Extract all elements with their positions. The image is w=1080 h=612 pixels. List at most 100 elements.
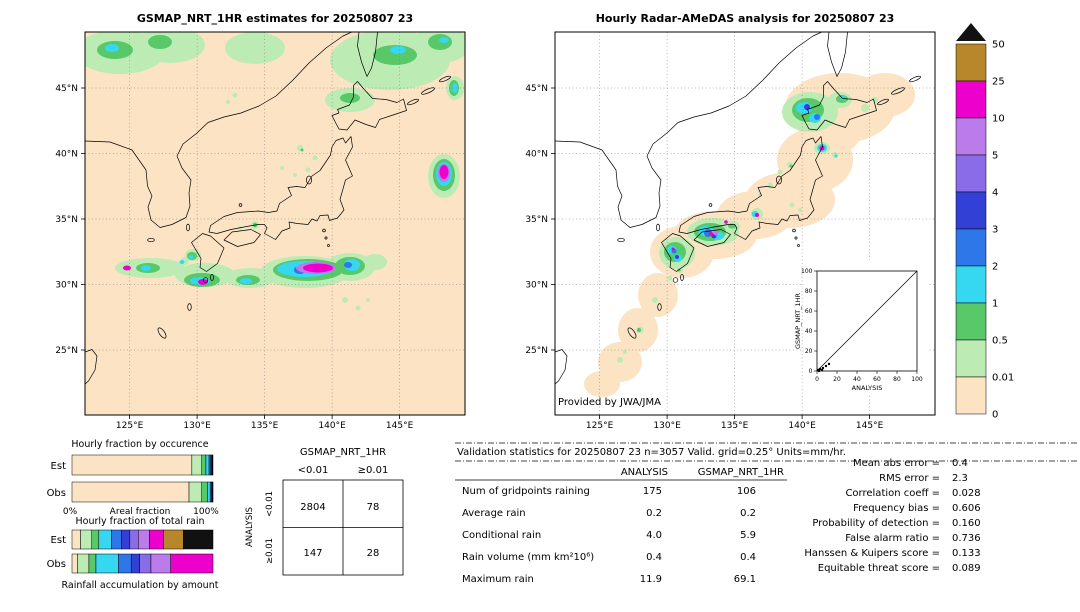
svg-text:130°E: 130°E: [183, 421, 211, 430]
svg-text:25°N: 25°N: [525, 346, 548, 356]
contingency-cell-00: 2804: [300, 502, 325, 513]
svg-text:30°N: 30°N: [525, 281, 548, 291]
stats-col-gsmap: GSMAP_NRT_1HR: [698, 467, 784, 478]
stats-row-gsmap: 106: [737, 486, 756, 497]
svg-text:50: 50: [992, 40, 1005, 51]
stats-row-gsmap: 5.9: [740, 530, 756, 541]
stats-row-label: Maximum rain: [462, 574, 534, 585]
stats-row-label: Average rain: [462, 508, 526, 519]
svg-text:10: 10: [992, 114, 1005, 125]
occurrence-est-label: Est: [51, 461, 67, 472]
score-value: 0.133: [952, 548, 981, 559]
stats-row-analysis: 0.4: [646, 552, 662, 563]
stats-row-label: Num of gridpoints raining: [462, 486, 590, 497]
svg-text:0: 0: [815, 376, 819, 383]
svg-text:45°N: 45°N: [55, 84, 78, 94]
inset-xlabel: ANALYSIS: [852, 384, 883, 392]
left-map-frame: [84, 31, 466, 416]
accumulation-title: Hourly fraction of total rain: [76, 516, 205, 527]
stats-row-label: Rain volume (mm km²10⁶): [462, 552, 594, 563]
score-value: 0.089: [952, 563, 981, 574]
areal-axis-100: 100%: [193, 507, 219, 517]
score-value: 0.028: [952, 488, 981, 499]
inset-ylabel: GSMAP_NRT_1HR: [794, 292, 802, 349]
svg-text:135°E: 135°E: [251, 421, 279, 430]
svg-text:3: 3: [992, 225, 998, 236]
score-label: False alarm ratio =: [845, 533, 940, 544]
stats-row-label: Conditional rain: [462, 530, 541, 541]
radar-precipitation-layer: [617, 92, 878, 363]
contingency-row-header-lt: <0.01: [265, 491, 275, 517]
areal-axis-0: 0%: [63, 507, 78, 517]
score-label: Frequency bias =: [853, 503, 940, 514]
svg-text:145°E: 145°E: [386, 421, 414, 430]
score-label: Hanssen & Kuipers score =: [804, 548, 940, 559]
score-value: 0.4: [952, 458, 968, 469]
contingency-row-header-ge: ≥0.01: [265, 538, 275, 564]
svg-text:0.01: 0.01: [992, 373, 1014, 384]
gsmap-sea-background: [85, 32, 465, 415]
svg-text:35°N: 35°N: [525, 215, 548, 225]
stats-title: Validation statistics for 20250807 23 n=…: [457, 447, 846, 458]
left-map-title: GSMAP_NRT_1HR estimates for 20250807 23: [137, 12, 413, 25]
gsmap-precipitation-layer: [85, 32, 465, 311]
stats-row-analysis: 175: [643, 486, 662, 497]
svg-text:145°E: 145°E: [856, 421, 884, 430]
stats-row-analysis: 4.0: [646, 530, 662, 541]
inset-scatter: 00 20 20 40 40 60 60 80 80 100 100 ANALYSIS GSMAP_…: [794, 260, 928, 396]
stats-row-gsmap: 0.4: [740, 552, 756, 563]
occurrence-obs-label: Obs: [47, 488, 66, 499]
accumulation-stacked-bars: [71, 529, 214, 574]
svg-text:135°E: 135°E: [721, 421, 749, 430]
occurrence-stacked-bars: [71, 454, 214, 503]
stats-row-analysis: 0.2: [646, 508, 662, 519]
svg-text:80: 80: [893, 376, 901, 383]
svg-text:30°N: 30°N: [55, 281, 78, 291]
svg-text:100: 100: [801, 268, 813, 275]
svg-text:25°N: 25°N: [55, 346, 78, 356]
svg-text:130°E: 130°E: [653, 421, 681, 430]
gsmap-map-panel: GSMAP_NRT_1HR estimates for 20250807 23: [55, 12, 466, 430]
svg-text:40: 40: [805, 328, 813, 335]
svg-text:40: 40: [853, 376, 861, 383]
svg-text:35°N: 35°N: [55, 215, 78, 225]
credit-text: Provided by JWA/JMA: [558, 397, 661, 408]
svg-text:5: 5: [992, 151, 998, 162]
svg-text:140°E: 140°E: [788, 421, 816, 430]
bottom-panels: Hourly fraction by occurence Est Obs 0% …: [47, 439, 1078, 591]
inset-diagonal-line: [816, 270, 918, 372]
stats-row-gsmap: 0.2: [740, 508, 756, 519]
svg-text:1: 1: [992, 299, 998, 310]
svg-text:60: 60: [805, 308, 813, 315]
inset-ticks-and-points: 00 20 20 40 40 60 60 80 80 100 100: [801, 268, 923, 383]
contingency-col-header-lt: <0.01: [298, 465, 329, 476]
svg-text:0: 0: [992, 410, 998, 421]
contingency-col-header-ge: ≥0.01: [358, 465, 389, 476]
svg-text:100: 100: [911, 376, 923, 383]
contingency-grid: [282, 479, 404, 576]
svg-text:4: 4: [992, 188, 998, 199]
colorbar-segments: 50 25 10 5 4 3 2 1 0.5 0.01 0: [955, 23, 1014, 421]
contingency-cell-11: 28: [367, 548, 380, 559]
svg-text:45°N: 45°N: [525, 84, 548, 94]
svg-text:140°E: 140°E: [318, 421, 346, 430]
svg-text:125°E: 125°E: [586, 421, 614, 430]
contingency-row-axis: ANALYSIS: [245, 507, 255, 547]
score-value: 0.606: [952, 503, 981, 514]
svg-text:40°N: 40°N: [525, 150, 548, 160]
svg-text:125°E: 125°E: [116, 421, 144, 430]
svg-text:80: 80: [805, 288, 813, 295]
accumulation-caption: Rainfall accumulation by amount: [62, 580, 219, 591]
accumulation-est-label: Est: [51, 535, 67, 546]
svg-text:40°N: 40°N: [55, 150, 78, 160]
score-label: Equitable threat score =: [818, 563, 940, 574]
svg-text:25: 25: [992, 77, 1005, 88]
colorbar: 50 25 10 5 4 3 2 1 0.5 0.01 0: [955, 23, 1014, 421]
contingency-cell-10: 147: [303, 548, 322, 559]
stats-col-analysis: ANALYSIS: [621, 467, 668, 478]
score-label: Mean abs error =: [853, 458, 940, 469]
right-map-frame: [554, 31, 936, 416]
stats-row-gsmap: 69.1: [734, 574, 756, 585]
svg-text:20: 20: [833, 376, 841, 383]
